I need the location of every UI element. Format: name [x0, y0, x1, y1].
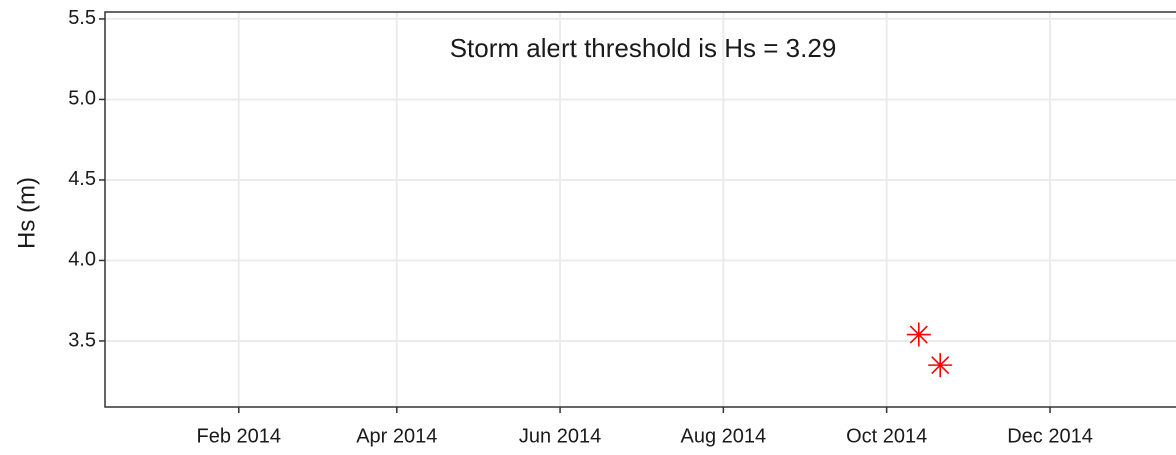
x-tick-label: Feb 2014: [197, 425, 282, 447]
y-tick-label: 4.0: [68, 249, 96, 271]
x-tick-label: Dec 2014: [1007, 425, 1093, 447]
point-stroke: [931, 356, 950, 375]
y-tick-label: 5.5: [68, 7, 96, 29]
y-tick-label: 5.0: [68, 88, 96, 110]
point: [906, 322, 931, 347]
point-stroke: [909, 325, 928, 344]
x-tick-label: Jun 2014: [519, 425, 601, 447]
x-tick-label: Oct 2014: [846, 425, 927, 447]
y-axis-label: Hs (m): [13, 177, 40, 249]
x-tick-label: Aug 2014: [681, 425, 767, 447]
x-tick-label: Apr 2014: [356, 425, 437, 447]
y-tick-label: 3.5: [68, 329, 96, 351]
y-tick-label: 4.5: [68, 168, 96, 190]
annotation: Storm alert threshold is Hs = 3.29: [450, 33, 837, 63]
panel-border: [104, 11, 1176, 408]
point: [928, 353, 953, 378]
